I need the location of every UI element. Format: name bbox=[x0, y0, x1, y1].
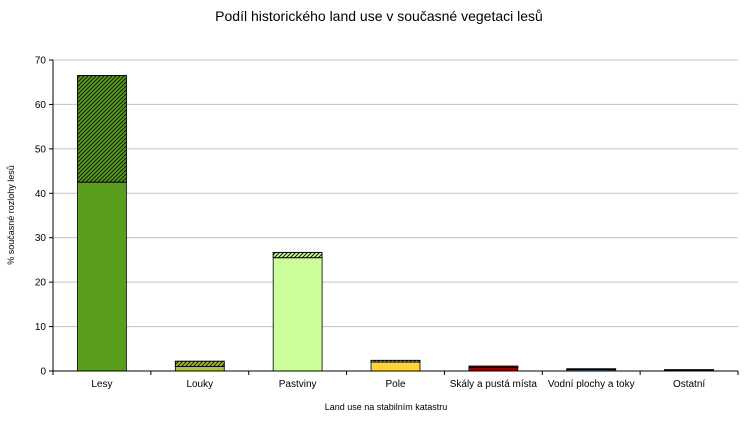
x-axis-title: Land use na stabilním katastru bbox=[325, 402, 448, 412]
bar-hatch-overlay bbox=[468, 365, 519, 368]
y-tick-label: 0 bbox=[40, 367, 46, 378]
y-axis-title: % současné rozlohy lesů bbox=[6, 165, 16, 265]
x-category-label: Pole bbox=[385, 379, 405, 390]
y-tick-label: 60 bbox=[35, 100, 47, 111]
x-category-label: Vodní plochy a toky bbox=[548, 379, 635, 390]
x-category-label: Skály a pustá místa bbox=[450, 379, 538, 390]
y-tick-label: 10 bbox=[35, 322, 47, 333]
y-tick-labels: 0 10 20 30 40 50 60 70 bbox=[35, 56, 47, 378]
bar-1 bbox=[174, 366, 225, 372]
axes bbox=[49, 59, 739, 375]
x-category-label: Pastviny bbox=[279, 379, 317, 390]
bar-hatch-overlay bbox=[664, 369, 714, 371]
x-category-label: Louky bbox=[186, 379, 213, 390]
x-category-label: Ostatní bbox=[673, 379, 705, 390]
chart-title: Podíl historického land use v současné v… bbox=[215, 8, 543, 24]
gridlines bbox=[53, 59, 738, 328]
bar-1 bbox=[272, 257, 323, 372]
bars bbox=[77, 75, 714, 372]
x-category-label: Lesy bbox=[91, 379, 112, 390]
y-tick-label: 40 bbox=[35, 189, 47, 200]
y-tick-label: 50 bbox=[35, 144, 47, 155]
y-tick-label: 20 bbox=[35, 278, 47, 289]
bar-1 bbox=[370, 361, 421, 372]
bar-1 bbox=[468, 367, 519, 372]
bar-hatch-overlay bbox=[77, 75, 127, 183]
y-tick-label: 30 bbox=[35, 233, 47, 244]
x-category-labels: Lesy Louky Pastviny Pole Skály a pustá místa… bbox=[91, 379, 705, 390]
bar-hatch-overlay bbox=[272, 251, 323, 259]
bar-hatch-overlay bbox=[174, 360, 225, 367]
y-tick-label: 70 bbox=[35, 56, 47, 67]
bar-1 bbox=[77, 181, 127, 372]
bar-hatch-overlay bbox=[370, 359, 421, 363]
bar-hatch-overlay bbox=[566, 368, 617, 371]
